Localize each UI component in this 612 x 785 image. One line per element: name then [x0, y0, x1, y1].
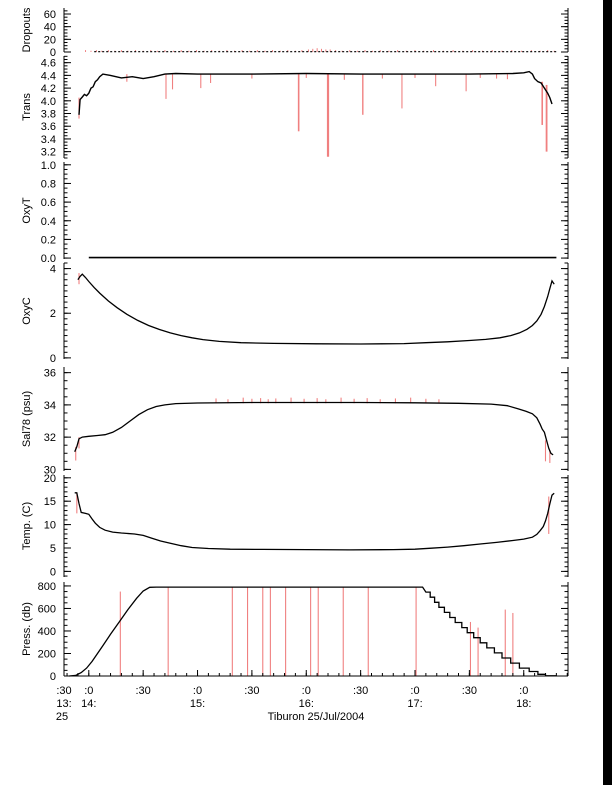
- right-border-bar: [603, 0, 612, 785]
- y-tick-label: 10: [44, 520, 56, 532]
- chart-title: Tiburon 25/Jul/2004: [268, 711, 365, 723]
- trans-spikes: [78, 73, 548, 157]
- y-tick-label: 32: [44, 432, 56, 444]
- trans-series: [78, 70, 553, 115]
- x-tick-hour-label: 13:: [56, 698, 71, 710]
- y-tick-label: 30: [44, 464, 56, 476]
- panel-press: 0 200 400 600 800 Press. (db): [21, 581, 569, 683]
- x-tick-hour-label: 15:: [190, 698, 205, 710]
- x-tick-minute-label: :30: [244, 685, 259, 697]
- y-tick-label: 0: [50, 47, 56, 59]
- x-tick-minute-label: :0: [519, 685, 528, 697]
- temp-series: [74, 492, 555, 551]
- y-axis-title-temp: Temp. (C): [21, 502, 33, 550]
- y-axis-title-dropouts: Dropouts: [21, 7, 33, 52]
- x-tick-minute-label: :30: [136, 685, 151, 697]
- x-tick-hour-label: 17:: [407, 698, 422, 710]
- y-tick-label: 0.8: [41, 178, 56, 190]
- x-tick-minute-label: :30: [56, 685, 71, 697]
- y-tick-label: 0.2: [41, 234, 56, 246]
- x-tick-hour-label: 14:: [81, 698, 96, 710]
- y-tick-label: 36: [44, 368, 56, 380]
- y-tick-label: 200: [38, 648, 56, 660]
- y-tick-label: 0: [50, 671, 56, 683]
- panel-trans: 3.23.43.63.84.04.24.44.6 Trans: [21, 55, 569, 159]
- y-tick-label: 40: [44, 22, 56, 34]
- y-tick-label: 3.6: [41, 121, 56, 133]
- y-tick-label: 15: [44, 496, 56, 508]
- y-tick-label: 4.0: [41, 96, 56, 108]
- y-tick-label: 3.4: [41, 134, 56, 146]
- x-tick-minute-label: :0: [193, 685, 202, 697]
- y-tick-label: 3.8: [41, 109, 56, 121]
- x-tick-hour-label: 16:: [299, 698, 314, 710]
- x-axis: :3013:25:014::30:015::30:016::30:017::30…: [56, 670, 568, 723]
- y-tick-label: 20: [44, 473, 56, 485]
- y-axis-title-press: Press. (db): [21, 602, 33, 656]
- y-tick-label: 0: [50, 353, 56, 365]
- y-tick-label: 0.4: [41, 216, 56, 228]
- x-tick-minute-label: :0: [84, 685, 93, 697]
- panel-temp: 0 5 10 15 20 Temp. (C): [21, 473, 569, 578]
- x-tick-minute-label: :0: [302, 685, 311, 697]
- y-tick-label: 400: [38, 626, 56, 638]
- oxyc-series: [77, 273, 555, 345]
- y-tick-label: 5: [50, 543, 56, 555]
- y-axis-title-oxyt: OxyT: [21, 197, 33, 224]
- sal78-series: [74, 401, 554, 456]
- panel-oxyt: 0.0 0.2 0.4 0.6 0.8 1.0 OxyT: [21, 160, 569, 265]
- press-spikes: [119, 587, 514, 676]
- y-tick-label: 0.6: [41, 197, 56, 209]
- y-tick-label: 34: [44, 400, 56, 412]
- x-tick-minute-label: :0: [410, 685, 419, 697]
- y-tick-label: 20: [44, 34, 56, 46]
- y-tick-label: 3.2: [41, 147, 56, 159]
- x-tick-hour-label: 18:: [516, 698, 531, 710]
- y-tick-label: 800: [38, 581, 56, 593]
- y-tick-label: 0: [50, 566, 56, 578]
- y-tick-label: 4: [50, 264, 56, 276]
- y-tick-label: 4.2: [41, 83, 56, 95]
- y-tick-label: 4.4: [41, 70, 56, 82]
- y-tick-label: 4.6: [41, 58, 56, 70]
- x-tick-minute-label: :30: [462, 685, 477, 697]
- temp-spikes: [76, 492, 550, 534]
- y-tick-label: 0.0: [41, 253, 56, 265]
- y-axis-title-oxyc: OxyC: [21, 297, 33, 325]
- panel-oxyc: 0 2 4 OxyC: [21, 262, 569, 365]
- y-tick-label: 2: [50, 308, 56, 320]
- press-series: [69, 586, 557, 677]
- y-tick-label: 600: [38, 603, 56, 615]
- y-tick-label: 1.0: [41, 160, 56, 172]
- y-axis-title-sal78: Sal78 (psu): [21, 391, 33, 447]
- panel-sal78: 30 32 34 36 Sal78 (psu): [21, 367, 569, 476]
- y-tick-label: 60: [44, 9, 56, 21]
- y-axis-title-trans: Trans: [21, 93, 33, 121]
- x-tick-day-label: 25: [56, 711, 68, 723]
- x-tick-minute-label: :30: [353, 685, 368, 697]
